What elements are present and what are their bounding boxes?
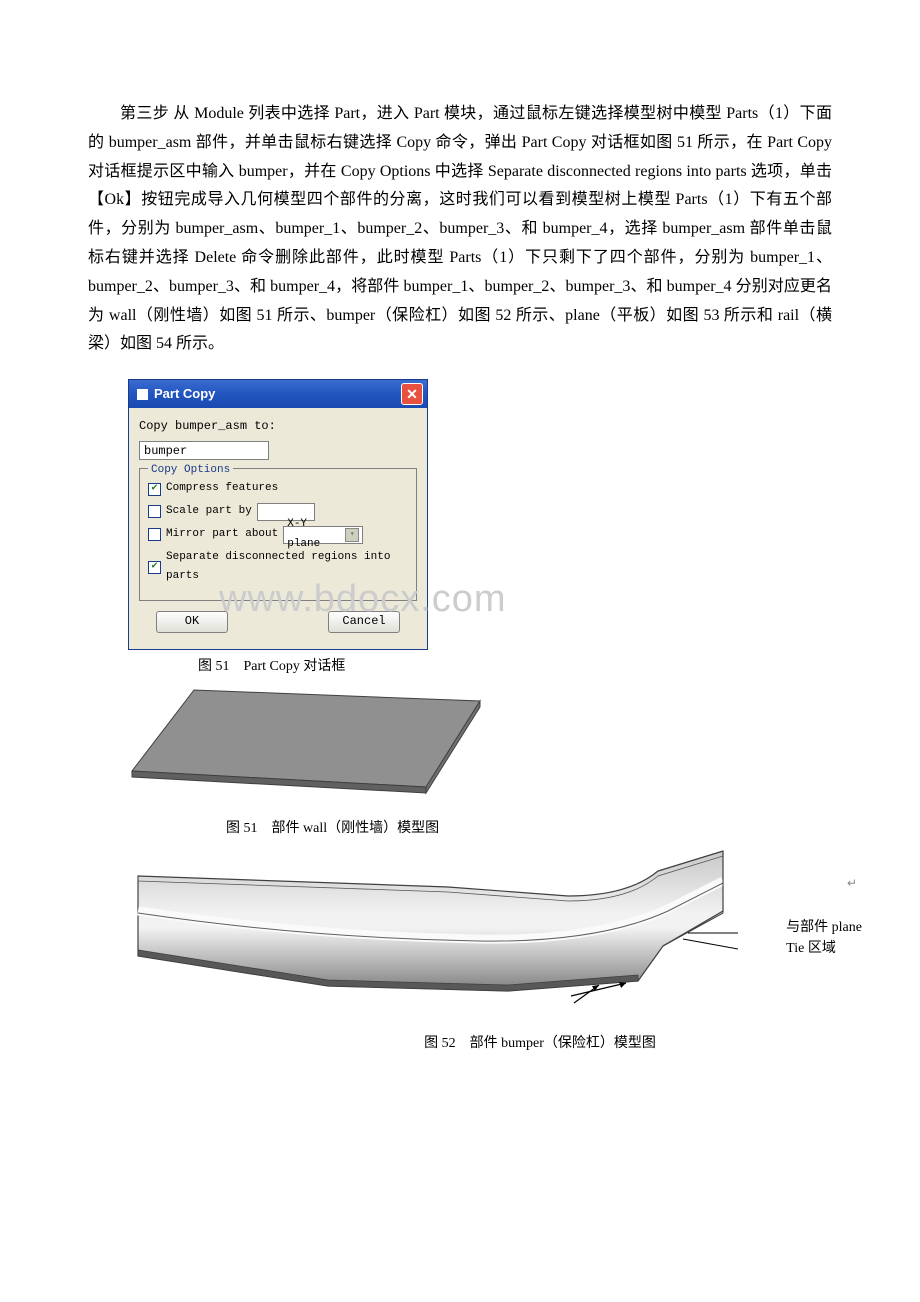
fig52-side-label: 与部件 plane Tie 区域: [786, 917, 862, 959]
compress-checkbox[interactable]: ✔: [148, 483, 161, 496]
dialog-body: Copy bumper_asm to: Copy Options ✔ Compr…: [129, 408, 427, 649]
scale-label: Scale part by: [166, 502, 252, 522]
part-copy-dialog: Part Copy ✕ Copy bumper_asm to: Copy Opt…: [128, 379, 428, 650]
scale-option: Scale part by: [148, 502, 408, 522]
caption-51-wall: 图 51 部件 wall（刚性墙）模型图: [226, 816, 832, 841]
mirror-checkbox[interactable]: [148, 528, 161, 541]
compress-option: ✔ Compress features: [148, 479, 408, 499]
chevron-down-icon: ▾: [345, 528, 359, 542]
copy-options-fieldset: Copy Options ✔ Compress features Scale p…: [139, 468, 417, 601]
main-paragraph: 第三步 从 Module 列表中选择 Part，进入 Part 模块，通过鼠标左…: [88, 100, 832, 359]
bumper-model-svg: [128, 841, 738, 1016]
copy-options-legend: Copy Options: [148, 461, 233, 481]
dialog-buttons: www.bdocx.com OK Cancel: [139, 601, 417, 641]
ok-button[interactable]: OK: [156, 611, 228, 633]
wall-model-svg: [128, 689, 508, 801]
dialog-title: Part Copy: [137, 382, 215, 405]
copy-to-input[interactable]: [139, 441, 269, 460]
dialog-title-text: Part Copy: [154, 382, 215, 405]
compress-label: Compress features: [166, 479, 278, 499]
mirror-option: Mirror part about X-Y plane ▾: [148, 525, 408, 545]
cancel-button[interactable]: Cancel: [328, 611, 400, 633]
figure-51-dialog: Part Copy ✕ Copy bumper_asm to: Copy Opt…: [128, 379, 832, 679]
close-icon[interactable]: ✕: [401, 383, 423, 405]
fig52-side-line1: 与部件 plane: [786, 920, 862, 935]
separate-option: ✔ Separate disconnected regions into par…: [148, 548, 408, 588]
caption-51-dialog: 图 51 Part Copy 对话框: [128, 654, 832, 679]
separate-label: Separate disconnected regions into parts: [166, 548, 408, 588]
caption-52-bumper: 图 52 部件 bumper（保险杠）模型图: [128, 1031, 832, 1056]
dialog-title-bar: Part Copy ✕: [129, 380, 427, 408]
copy-to-label: Copy bumper_asm to:: [139, 416, 417, 438]
figure-52-bumper: 与部件 plane Tie 区域 ↵ 图 52 部件 bumper（保险杠）模型…: [128, 841, 832, 1056]
fig52-side-line2: Tie 区域: [786, 941, 836, 956]
separate-checkbox[interactable]: ✔: [148, 561, 161, 574]
dialog-icon: [137, 389, 148, 400]
mirror-label: Mirror part about: [166, 525, 278, 545]
figure-51-wall: 图 51 部件 wall（刚性墙）模型图: [128, 689, 832, 841]
mirror-dropdown[interactable]: X-Y plane ▾: [283, 526, 363, 544]
scale-checkbox[interactable]: [148, 505, 161, 518]
return-mark-icon: ↵: [847, 873, 857, 895]
